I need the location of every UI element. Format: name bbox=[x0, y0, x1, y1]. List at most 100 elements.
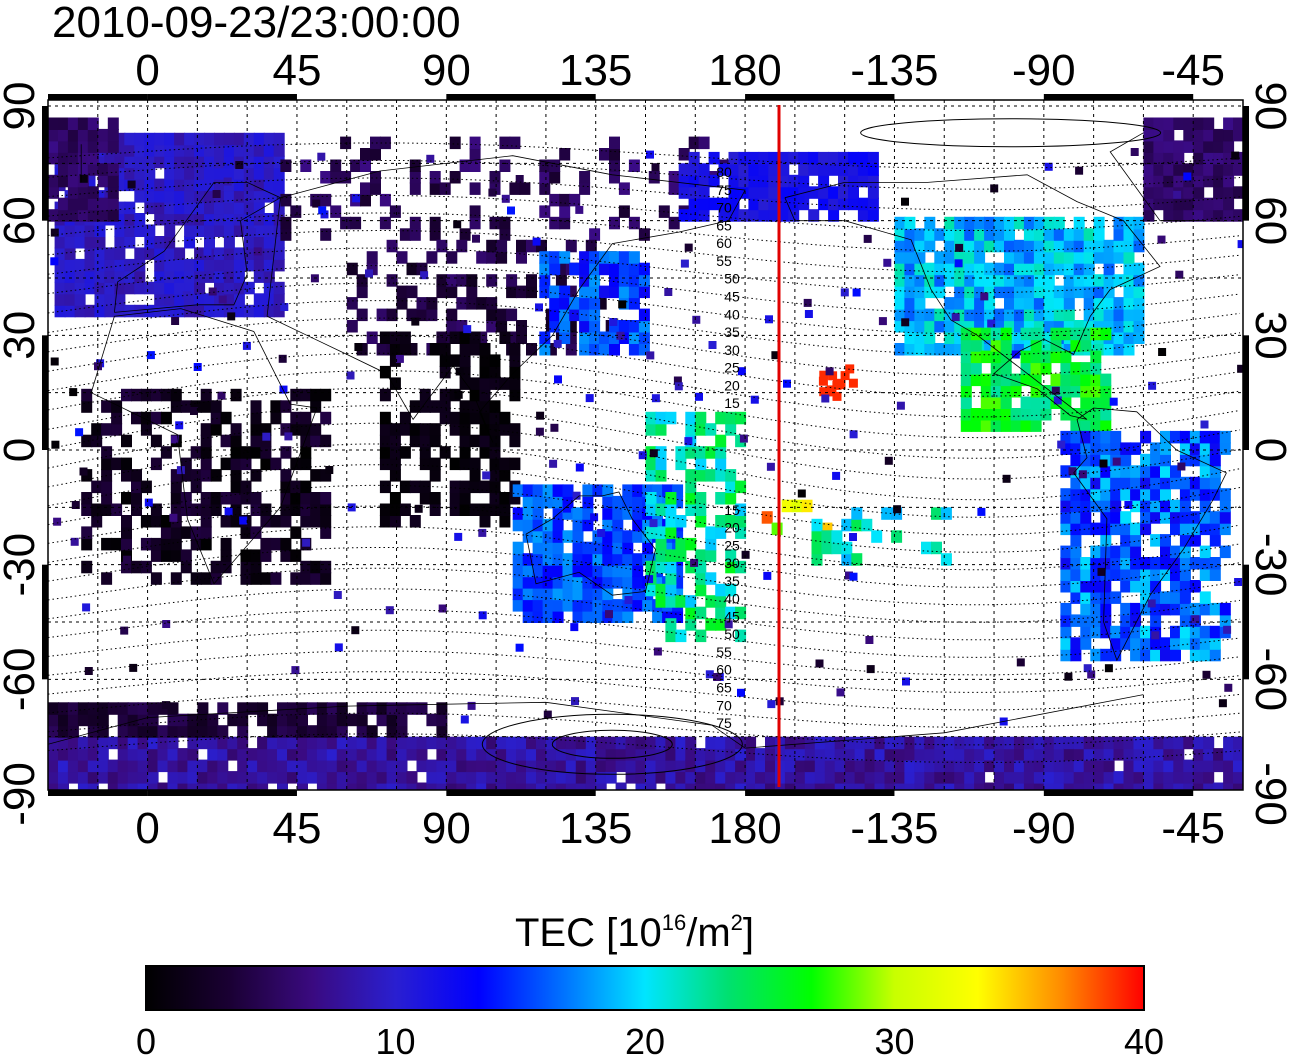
tec-cell bbox=[499, 503, 511, 516]
tec-cell bbox=[137, 725, 149, 738]
tec-cell bbox=[346, 771, 358, 784]
tec-cell bbox=[280, 159, 292, 172]
tec-cell bbox=[81, 400, 93, 413]
tec-cell bbox=[253, 201, 265, 215]
tec-cell bbox=[808, 209, 820, 222]
tec-cell bbox=[1120, 534, 1132, 547]
tec-cell bbox=[376, 308, 388, 322]
tec-cell bbox=[595, 297, 607, 310]
tec-cell bbox=[1203, 117, 1215, 130]
tec-cell bbox=[1143, 759, 1155, 773]
tec-cell bbox=[1153, 748, 1165, 761]
tec-cell bbox=[974, 308, 986, 322]
tec-cell bbox=[121, 492, 132, 505]
tec-cell bbox=[97, 713, 109, 727]
tec-cell bbox=[735, 748, 747, 761]
tec-cell bbox=[114, 224, 126, 237]
tec-cell bbox=[871, 530, 883, 543]
tec-cell bbox=[488, 188, 497, 197]
tec-cell bbox=[316, 748, 328, 761]
tec-cell bbox=[585, 748, 597, 761]
tec-cell bbox=[665, 411, 677, 425]
tec-cell bbox=[1193, 782, 1205, 790]
tec-cell bbox=[599, 251, 610, 264]
tec-cell bbox=[273, 236, 285, 249]
tec-cell bbox=[896, 401, 905, 410]
tec-cell bbox=[124, 236, 136, 249]
tec-cell bbox=[449, 411, 461, 425]
tec-cell bbox=[476, 748, 488, 761]
tec-cell bbox=[605, 748, 617, 761]
tec-cell bbox=[270, 537, 282, 551]
tec-cell bbox=[197, 782, 209, 790]
tec-cell bbox=[662, 610, 674, 623]
tec-cell bbox=[230, 423, 242, 436]
tec-cell bbox=[144, 144, 156, 157]
tec-cell bbox=[50, 357, 59, 366]
magnetic-latitude-label: 45 bbox=[724, 289, 740, 305]
tec-cell bbox=[705, 595, 717, 608]
tec-cell bbox=[944, 274, 956, 287]
tec-cell bbox=[768, 209, 780, 222]
tec-cell bbox=[1057, 440, 1066, 449]
tec-cell bbox=[737, 688, 745, 697]
tec-cell bbox=[609, 159, 620, 172]
tec-cell bbox=[904, 736, 916, 750]
tec-cell bbox=[253, 270, 265, 283]
tec-cell bbox=[745, 736, 757, 750]
tec-cell bbox=[409, 171, 421, 184]
tec-cell bbox=[164, 178, 176, 192]
tec-cell bbox=[784, 736, 796, 750]
magnetic-latitude-label: 35 bbox=[724, 573, 740, 589]
tec-cell bbox=[849, 430, 858, 439]
tec-cell bbox=[223, 144, 235, 157]
tec-cell bbox=[894, 736, 906, 750]
tec-cell bbox=[121, 434, 132, 448]
tec-cell bbox=[1199, 591, 1211, 604]
tec-cell bbox=[230, 388, 242, 402]
tec-cell bbox=[532, 587, 544, 601]
tec-cell bbox=[794, 748, 806, 761]
tec-cell bbox=[522, 518, 534, 532]
tec-cell bbox=[114, 304, 126, 318]
tec-cell bbox=[1073, 262, 1085, 276]
magnetic-latitude-label: 70 bbox=[716, 200, 732, 216]
latitude-tick-label: 0 bbox=[1246, 438, 1292, 462]
tec-cell bbox=[964, 297, 976, 310]
tec-cell bbox=[1143, 128, 1155, 142]
tec-cell bbox=[592, 541, 604, 555]
tec-cell bbox=[104, 155, 116, 169]
tec-cell bbox=[1080, 396, 1092, 409]
tec-cell bbox=[84, 178, 96, 192]
tec-cell bbox=[572, 491, 581, 500]
tec-cell bbox=[87, 163, 99, 176]
tec-cell bbox=[632, 553, 644, 566]
tec-cell bbox=[609, 331, 620, 344]
tec-cell bbox=[1120, 465, 1132, 478]
tec-cell bbox=[1033, 274, 1045, 287]
tec-cell bbox=[1053, 308, 1065, 322]
tec-cell bbox=[250, 434, 262, 448]
tec-cell bbox=[934, 759, 946, 773]
tec-cell bbox=[1004, 736, 1015, 750]
tec-cell bbox=[174, 293, 186, 306]
magnetic-latitude-contour bbox=[48, 567, 1241, 623]
tec-cell bbox=[1113, 320, 1125, 333]
tec-cell bbox=[144, 201, 156, 215]
tec-cell bbox=[914, 239, 926, 253]
tec-cell bbox=[318, 206, 327, 215]
tec-cell bbox=[652, 484, 664, 497]
tec-cell bbox=[748, 174, 760, 188]
tec-cell bbox=[77, 151, 89, 165]
tec-cell bbox=[1193, 117, 1205, 130]
tec-cell bbox=[1100, 534, 1112, 547]
tec-cell bbox=[1173, 197, 1185, 211]
tec-cell bbox=[542, 610, 554, 623]
tec-cell bbox=[243, 247, 255, 260]
tec-cell bbox=[204, 213, 215, 226]
tec-cell bbox=[439, 446, 451, 459]
tec-cell bbox=[243, 304, 255, 318]
tec-cell bbox=[379, 193, 391, 207]
tec-cell bbox=[499, 411, 511, 425]
tec-cell bbox=[214, 281, 225, 295]
